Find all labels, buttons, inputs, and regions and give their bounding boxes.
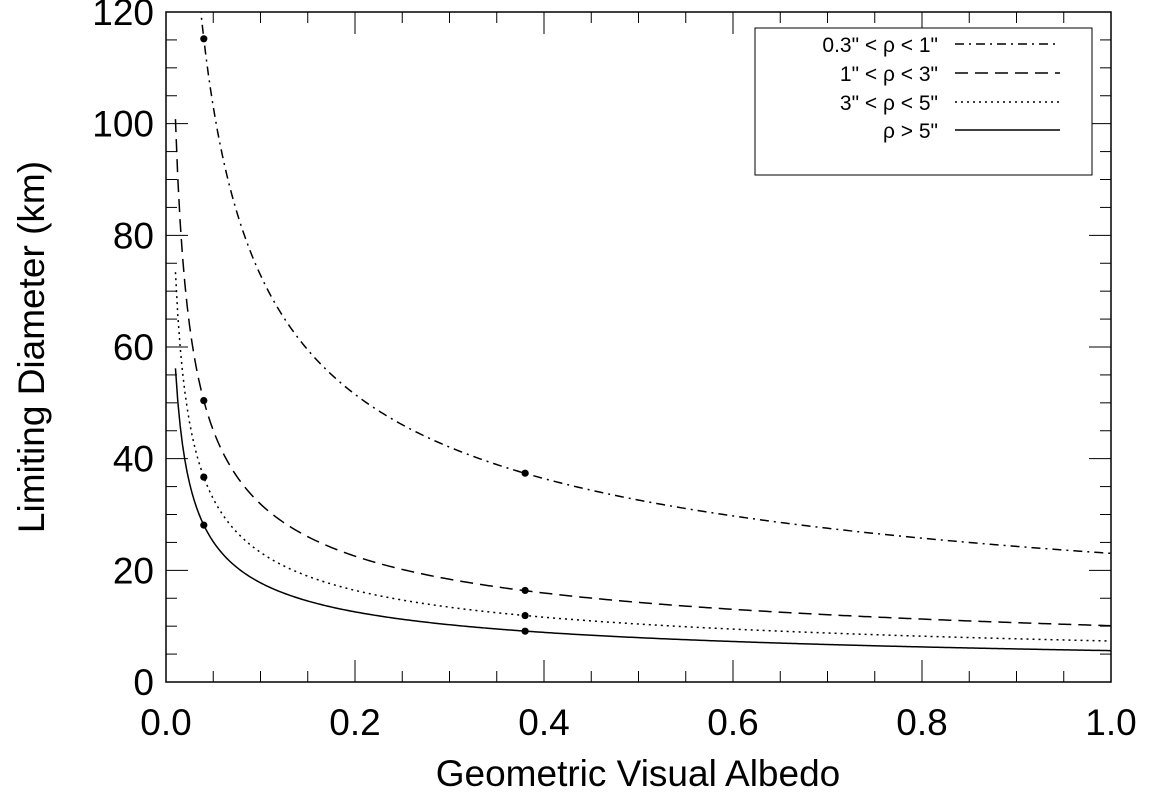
y-axis-title: Limiting Diameter (km): [11, 161, 52, 533]
data-point-marker: [521, 627, 529, 635]
axis-ticks: [165, 11, 1112, 683]
series-layer: [174, 12, 1111, 652]
x-tick-label: 0.0: [140, 702, 191, 743]
y-tick-label: 60: [113, 327, 154, 368]
series-line-2: [174, 119, 1111, 627]
series-line-4: [174, 368, 1111, 652]
plot-frame: [165, 11, 1112, 683]
data-point-marker: [200, 521, 208, 529]
data-point-marker: [521, 586, 529, 595]
series-line-3: [174, 272, 1111, 642]
legend-label: 0.3" < ρ < 1": [822, 34, 938, 57]
legend-box: [754, 27, 1093, 176]
x-axis-title: Geometric Visual Albedo: [436, 753, 841, 793]
data-point-marker: [521, 469, 529, 477]
data-point-marker: [200, 397, 208, 405]
data-point-marker: [200, 35, 208, 43]
y-tick-label: 100: [92, 104, 154, 145]
y-tick-label: 120: [92, 0, 154, 33]
x-tick-label: 0.8: [896, 702, 947, 743]
y-tick-label: 0: [133, 662, 154, 703]
y-tick-label: 20: [113, 550, 154, 591]
x-tick-label: 0.4: [518, 702, 569, 743]
y-tick-label: 40: [113, 439, 154, 480]
legend-label: 3" < ρ < 5": [840, 92, 938, 115]
x-tick-labels: 0.0 0.2 0.4 0.6 0.8 1.0: [140, 702, 1136, 743]
legend: 0.3" < ρ < 1" 1" < ρ < 3" 3" < ρ < 5" ρ > 5…: [754, 27, 1093, 176]
markers-layer: [200, 35, 529, 635]
y-tick-label: 80: [113, 215, 154, 256]
y-tick-labels: 0 20 40 60 80 100 120: [92, 0, 154, 703]
data-point-marker: [200, 473, 208, 481]
x-tick-label: 0.6: [707, 702, 758, 743]
legend-label: 1" < ρ < 3": [840, 63, 938, 86]
x-tick-label: 1.0: [1085, 702, 1136, 743]
x-tick-label: 0.2: [329, 702, 380, 743]
data-point-marker: [521, 611, 529, 620]
legend-label: ρ > 5": [883, 120, 938, 143]
series-line-1: [200, 12, 1111, 555]
